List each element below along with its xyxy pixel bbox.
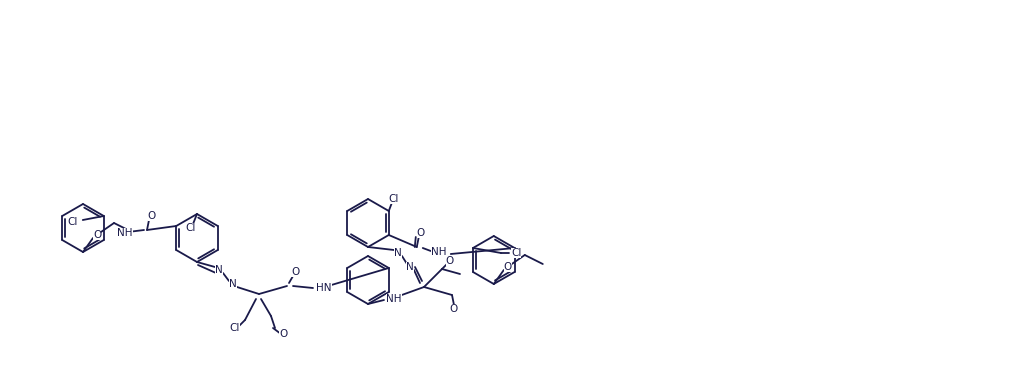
Text: N: N (406, 262, 414, 272)
Text: O: O (291, 267, 299, 277)
Text: Cl: Cl (389, 194, 399, 204)
Text: N: N (394, 248, 402, 258)
Text: O: O (417, 228, 425, 238)
Text: NH: NH (431, 247, 447, 257)
Text: O: O (148, 211, 156, 221)
Text: N: N (215, 265, 223, 275)
Text: O: O (279, 329, 287, 339)
Text: Cl: Cl (229, 323, 240, 333)
Text: O: O (93, 230, 101, 240)
Text: NH: NH (117, 228, 133, 238)
Text: NH: NH (386, 294, 401, 304)
Text: HN: HN (316, 283, 331, 293)
Text: Cl: Cl (511, 248, 522, 258)
Text: O: O (450, 304, 458, 314)
Text: N: N (229, 279, 237, 289)
Text: O: O (446, 256, 454, 266)
Text: Cl: Cl (186, 223, 197, 233)
Text: Cl: Cl (68, 217, 78, 227)
Text: O: O (503, 262, 511, 272)
